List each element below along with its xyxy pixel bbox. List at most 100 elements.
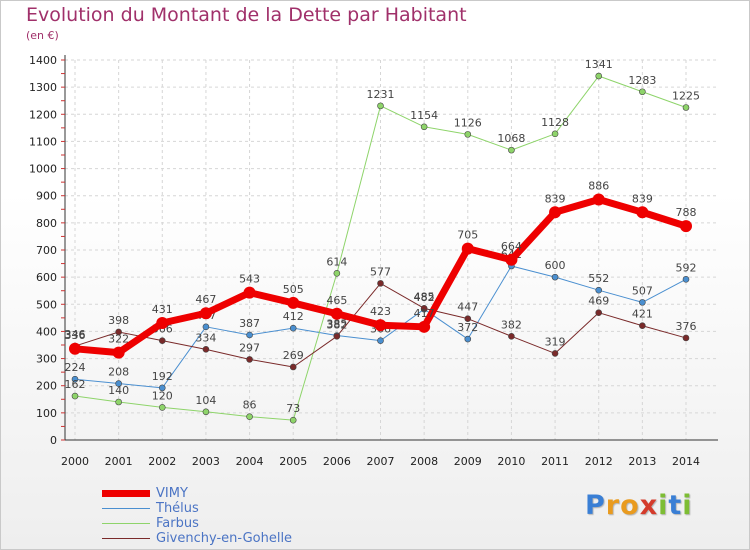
x-tick-label: 2004: [236, 455, 264, 468]
data-label: 577: [370, 265, 391, 278]
data-label: 614: [326, 255, 347, 268]
data-label: 336: [65, 329, 86, 342]
legend-label-farbus: Farbus: [156, 516, 199, 531]
y-tick-label: 700: [36, 244, 57, 257]
y-tick-label: 1300: [29, 81, 57, 94]
logo-letter: i: [682, 490, 693, 521]
data-label: 334: [195, 331, 216, 344]
data-point: [508, 146, 515, 154]
data-label: 507: [632, 284, 653, 297]
data-point: [71, 392, 79, 400]
data-point: [464, 131, 472, 138]
data-label: 705: [457, 229, 478, 242]
data-point: [112, 346, 125, 359]
data-point: [199, 307, 212, 320]
data-point: [464, 335, 472, 343]
data-label: 86: [243, 399, 257, 412]
data-point: [246, 413, 253, 420]
y-tick-label: 400: [36, 325, 57, 338]
data-label: 224: [65, 361, 86, 374]
data-label: 162: [65, 378, 86, 391]
data-point: [287, 296, 300, 309]
data-point: [551, 273, 559, 281]
x-tick-label: 2006: [323, 455, 351, 468]
data-label: 417: [414, 307, 435, 320]
legend-label-thelus: Thélus: [156, 501, 199, 516]
data-point: [377, 337, 384, 344]
data-point: [549, 206, 562, 219]
y-tick-label: 200: [36, 380, 57, 393]
proxiti-logo: Proxiti: [585, 490, 693, 521]
logo-letter: P: [585, 490, 606, 521]
x-tick-label: 2014: [672, 455, 700, 468]
data-label: 322: [108, 333, 129, 346]
legend-swatch-thelus: [102, 508, 150, 509]
data-label: 382: [501, 318, 522, 331]
data-point: [333, 333, 341, 340]
data-point: [595, 286, 603, 294]
data-label: 297: [239, 341, 260, 354]
data-point: [115, 380, 122, 387]
data-label: 600: [545, 259, 566, 272]
data-label: 505: [283, 283, 304, 296]
data-point: [508, 333, 515, 340]
data-label: 592: [676, 261, 697, 274]
data-point: [246, 331, 253, 339]
data-point: [461, 242, 474, 255]
data-label: 372: [457, 321, 478, 334]
legend-item-vimy: VIMY: [102, 486, 362, 501]
y-tick-label: 1000: [29, 163, 57, 176]
y-tick-label: 0: [50, 434, 57, 447]
logo-letter: r: [605, 490, 621, 521]
data-point: [202, 346, 210, 353]
data-label: 104: [195, 394, 216, 407]
data-label: 398: [108, 314, 129, 327]
data-point: [158, 337, 166, 344]
data-point: [243, 286, 256, 299]
data-point: [115, 398, 122, 406]
data-label: 319: [545, 335, 566, 348]
data-point: [377, 280, 384, 287]
chart-title: Evolution du Montant de la Dette par Hab…: [26, 4, 467, 26]
data-label: 469: [588, 295, 609, 308]
data-label: 465: [326, 294, 347, 307]
data-label: 467: [195, 293, 216, 306]
x-tick-label: 2011: [541, 455, 569, 468]
data-point: [464, 315, 472, 322]
data-label: 482: [414, 291, 435, 304]
data-point: [420, 123, 428, 131]
data-label: 1231: [367, 88, 395, 101]
data-label: 1154: [410, 109, 438, 122]
data-label: 1341: [585, 58, 613, 71]
data-label: 1126: [454, 116, 482, 129]
data-point: [505, 253, 518, 266]
data-label: 120: [152, 389, 173, 402]
data-label: 421: [632, 308, 653, 321]
data-point: [680, 220, 692, 233]
data-label: 346: [65, 328, 86, 341]
y-tick-label: 500: [36, 298, 57, 311]
x-tick-label: 2000: [61, 455, 89, 468]
x-tick-label: 2001: [105, 455, 133, 468]
data-point: [115, 328, 122, 336]
logo-letter: t: [668, 490, 683, 521]
data-point: [330, 307, 343, 320]
data-point: [156, 317, 169, 330]
data-point: [682, 334, 690, 342]
data-point: [202, 408, 210, 416]
x-tick-label: 2007: [367, 455, 395, 468]
legend-item-farbus: Farbus: [102, 516, 362, 531]
x-tick-label: 2005: [279, 455, 307, 468]
x-tick-label: 2013: [628, 455, 656, 468]
data-point: [333, 270, 341, 277]
data-point: [592, 193, 605, 206]
y-tick-label: 900: [36, 190, 57, 203]
data-label: 485: [414, 290, 435, 303]
data-point: [202, 323, 210, 331]
legend-item-thelus: Thélus: [102, 501, 362, 516]
legend-label-givenchy: Givenchy-en-Gohelle: [156, 531, 293, 546]
data-label: 385: [326, 318, 347, 331]
data-point: [595, 309, 603, 317]
data-label: 664: [501, 240, 522, 253]
